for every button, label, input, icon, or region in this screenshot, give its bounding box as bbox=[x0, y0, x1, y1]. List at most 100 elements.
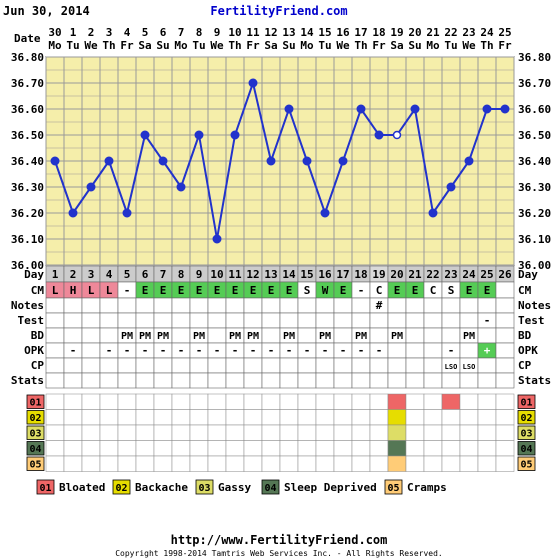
legend-code: 05 bbox=[387, 483, 399, 494]
cell-cm bbox=[495, 281, 515, 299]
date-day: 19 bbox=[390, 26, 403, 39]
cell-text-bd: PM bbox=[157, 331, 169, 342]
cell-bd bbox=[477, 327, 497, 344]
temperature-point bbox=[68, 208, 78, 218]
stat-cell bbox=[117, 455, 137, 472]
date-weekday: Sa bbox=[390, 39, 403, 52]
cell-cp bbox=[189, 357, 209, 374]
cell-text-opk: - bbox=[304, 344, 311, 357]
cell-stats bbox=[189, 372, 209, 389]
date-weekday: Su bbox=[408, 39, 421, 52]
cell-text-day: 17 bbox=[336, 268, 349, 281]
cell-text-bd: PM bbox=[229, 331, 241, 342]
stat-cell bbox=[477, 440, 497, 457]
cell-notes bbox=[423, 297, 443, 314]
temperature-point bbox=[86, 182, 96, 192]
legend-code: 03 bbox=[198, 483, 210, 494]
date-day: 30 bbox=[48, 26, 61, 39]
stat-cell bbox=[45, 424, 65, 441]
cell-text-cm: E bbox=[232, 284, 239, 297]
stat-cell bbox=[297, 393, 317, 410]
y-tick-left: 36.70 bbox=[11, 77, 44, 90]
date-day: 21 bbox=[426, 26, 440, 39]
cell-text-cm: L bbox=[88, 284, 95, 297]
stat-cell bbox=[243, 424, 263, 441]
date-row-label: Date bbox=[14, 32, 41, 45]
cell-notes bbox=[117, 297, 137, 314]
cell-cp bbox=[333, 357, 353, 374]
stat-cell bbox=[495, 393, 515, 410]
cell-text-opk: - bbox=[106, 344, 113, 357]
y-tick-left: 36.30 bbox=[11, 181, 44, 194]
cell-test bbox=[261, 312, 281, 329]
cell-stats bbox=[423, 372, 443, 389]
stat-cell bbox=[135, 455, 155, 472]
stat-cell bbox=[477, 455, 497, 472]
stat-cell bbox=[45, 409, 65, 426]
date-day: 1 bbox=[70, 26, 77, 39]
stat-cell bbox=[387, 424, 407, 441]
stat-cell bbox=[81, 424, 101, 441]
date-weekday: Th bbox=[228, 39, 241, 52]
stat-cell bbox=[81, 393, 101, 410]
cell-notes bbox=[189, 297, 209, 314]
cell-text-cm: H bbox=[70, 284, 77, 297]
stat-cell bbox=[189, 393, 209, 410]
cell-text-cm: S bbox=[448, 284, 455, 297]
date-day: 11 bbox=[246, 26, 260, 39]
cell-stats bbox=[99, 372, 119, 389]
cell-notes bbox=[315, 297, 335, 314]
y-tick-left: 36.20 bbox=[11, 207, 44, 220]
cell-stats bbox=[459, 372, 479, 389]
stat-cell bbox=[135, 424, 155, 441]
cell-notes bbox=[45, 297, 65, 314]
stat-cell bbox=[459, 440, 479, 457]
stat-cell bbox=[351, 440, 371, 457]
footer-url[interactable]: http://www.FertilityFriend.com bbox=[171, 533, 388, 547]
stat-cell bbox=[495, 424, 515, 441]
temperature-point bbox=[104, 156, 114, 166]
cell-opk bbox=[405, 342, 425, 359]
date-weekday: Su bbox=[156, 39, 169, 52]
cell-text-cm: W bbox=[322, 284, 329, 297]
cell-text-bd: PM bbox=[391, 331, 403, 342]
date-weekday: Th bbox=[480, 39, 493, 52]
cell-text-test: - bbox=[484, 314, 491, 327]
cell-bd bbox=[369, 327, 389, 344]
cell-text-bd: PM bbox=[121, 331, 133, 342]
date-weekday: Fr bbox=[372, 39, 386, 52]
date-day: 8 bbox=[196, 26, 203, 39]
temperature-point bbox=[158, 156, 168, 166]
stat-cell bbox=[477, 409, 497, 426]
date-day: 4 bbox=[124, 26, 131, 39]
stat-code: 05 bbox=[29, 460, 41, 471]
y-tick-right: 36.60 bbox=[518, 103, 551, 116]
cell-cp bbox=[351, 357, 371, 374]
header-site-link[interactable]: FertilityFriend.com bbox=[210, 4, 347, 18]
temperature-point bbox=[392, 130, 402, 140]
cell-text-cm: E bbox=[178, 284, 185, 297]
temperature-point bbox=[320, 208, 330, 218]
row-label-right-cp: CP bbox=[518, 359, 532, 372]
cell-text-day: 10 bbox=[210, 268, 223, 281]
footer-copyright: Copyright 1998-2014 Tamtris Web Services… bbox=[115, 549, 443, 558]
temperature-point bbox=[500, 104, 510, 114]
stat-cell bbox=[171, 440, 191, 457]
cell-text-bd: PM bbox=[463, 331, 475, 342]
cell-cp bbox=[153, 357, 173, 374]
cell-test bbox=[99, 312, 119, 329]
cell-notes bbox=[171, 297, 191, 314]
cell-test bbox=[315, 312, 335, 329]
cell-notes bbox=[135, 297, 155, 314]
date-weekday: Mo bbox=[300, 39, 314, 52]
date-weekday: Mo bbox=[174, 39, 188, 52]
legend-label: Cramps bbox=[407, 481, 447, 494]
cell-test bbox=[387, 312, 407, 329]
temperature-point bbox=[248, 78, 258, 88]
y-tick-right: 36.80 bbox=[518, 51, 551, 64]
cell-test bbox=[81, 312, 101, 329]
cell-text-day: 1 bbox=[52, 268, 59, 281]
y-tick-left: 36.40 bbox=[11, 155, 44, 168]
stat-cell bbox=[171, 409, 191, 426]
cell-bd bbox=[207, 327, 227, 344]
